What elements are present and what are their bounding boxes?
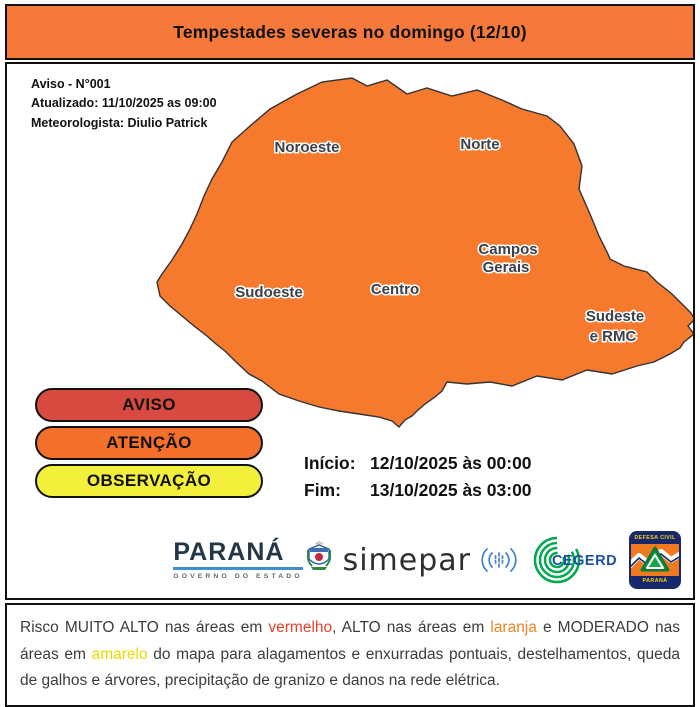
defesa-civil-emblem <box>631 544 679 576</box>
defesa-civil-top-label: DEFESA CIVIL <box>631 533 679 544</box>
map-label-centro: Centro <box>371 281 419 298</box>
alert-legend: AVISO ATENÇÃO OBSERVAÇÃO <box>35 388 263 498</box>
parana-government-logo: PARANÁ GOVERNO DO ESTADO <box>173 538 331 580</box>
period-start-value: 12/10/2025 às 00:00 <box>370 453 532 473</box>
parana-subtitle: GOVERNO DO ESTADO <box>173 573 303 580</box>
parana-wordmark: PARANÁ <box>173 538 285 566</box>
map-label-campos: Campos <box>478 241 537 258</box>
title-bar: Tempestades severas no domingo (12/10) <box>5 4 695 60</box>
legend-observacao-label: OBSERVAÇÃO <box>86 471 212 490</box>
legend-aviso: AVISO <box>35 388 263 422</box>
parana-alert-map: Noroeste Norte Campos Gerais Centro Sudo… <box>152 64 693 436</box>
simepar-wordmark: simepar <box>342 542 471 578</box>
map-label-gerais: Gerais <box>483 259 530 276</box>
risk-description: Risco MUITO ALTO nas áreas em vermelho, … <box>5 603 695 707</box>
period-end-value: 13/10/2025 às 03:00 <box>370 480 532 500</box>
map-label-sudoeste: Sudoeste <box>235 284 303 301</box>
parana-underline <box>173 567 303 570</box>
page-title: Tempestades severas no domingo (12/10) <box>173 21 527 42</box>
legend-atencao: ATENÇÃO <box>35 426 263 460</box>
simepar-logo: simepar <box>343 540 519 580</box>
period-start-label: Início: <box>304 453 356 473</box>
legend-observacao: OBSERVAÇÃO <box>35 464 263 498</box>
map-label-ermc: e RMC <box>590 328 637 345</box>
simepar-signal-icon <box>481 548 517 572</box>
notice-number: Aviso - N°001 <box>31 77 111 91</box>
defesa-civil-triangle-icon <box>631 546 679 572</box>
notice-meteorologist: Meteorologista: Diulio Patrick <box>31 115 208 130</box>
cegerd-wordmark: CEGERD <box>552 553 618 569</box>
notice-info: Aviso - N°001 Atualizado: 11/10/2025 as … <box>31 75 217 133</box>
map-label-sudeste: Sudeste <box>586 308 644 325</box>
cegerd-logo: CEGERD <box>531 534 617 586</box>
legend-aviso-label: AVISO <box>122 395 176 414</box>
parana-coat-of-arms-icon <box>306 540 331 570</box>
main-panel: Aviso - N°001 Atualizado: 11/10/2025 as … <box>5 62 695 600</box>
parana-map-svg: Noroeste Norte Campos Gerais Centro Sudo… <box>156 77 693 428</box>
legend-atencao-label: ATENÇÃO <box>106 433 192 452</box>
cegerd-rings-icon <box>533 536 581 584</box>
map-label-noroeste: Noroeste <box>274 139 339 156</box>
validity-period: Início: 12/10/2025 às 00:00 Fim: 13/10/2… <box>304 453 532 501</box>
state-outline <box>156 77 693 428</box>
defesa-civil-bottom-label: PARANÁ <box>631 576 679 587</box>
period-end-label: Fim: <box>304 480 341 500</box>
logos-row: PARANÁ GOVERNO DO ESTADO simepar <box>173 527 681 593</box>
map-label-norte: Norte <box>460 136 499 153</box>
defesa-civil-badge: DEFESA CIVIL PARANÁ <box>629 531 681 589</box>
risk-text: Risco MUITO ALTO nas áreas em vermelho, … <box>20 619 681 690</box>
notice-updated: Atualizado: 11/10/2025 as 09:00 <box>31 96 217 111</box>
